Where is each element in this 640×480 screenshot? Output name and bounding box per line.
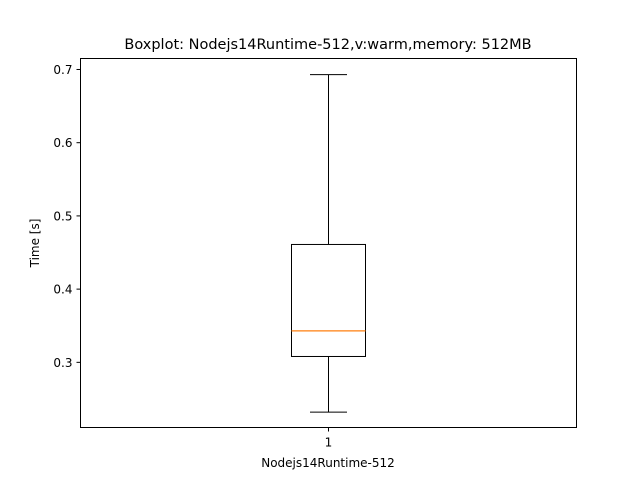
- y-tick-label: 0.7: [53, 63, 72, 77]
- x-axis: 1: [325, 427, 333, 450]
- y-axis: 0.3 0.4 0.5 0.6 0.7: [53, 63, 81, 370]
- y-tick-label: 0.4: [53, 283, 72, 297]
- x-axis-label: Nodejs14Runtime-512: [261, 456, 395, 470]
- chart-title: Boxplot: Nodejs14Runtime-512,v:warm,memo…: [124, 37, 531, 53]
- y-tick-label: 0.3: [53, 356, 72, 370]
- plot-area: [291, 74, 366, 413]
- y-tick-label: 0.5: [53, 209, 72, 223]
- x-tick-label: 1: [325, 436, 333, 450]
- y-axis-label: Time [s]: [28, 219, 42, 269]
- y-tick-label: 0.6: [53, 136, 72, 150]
- box: [291, 243, 366, 357]
